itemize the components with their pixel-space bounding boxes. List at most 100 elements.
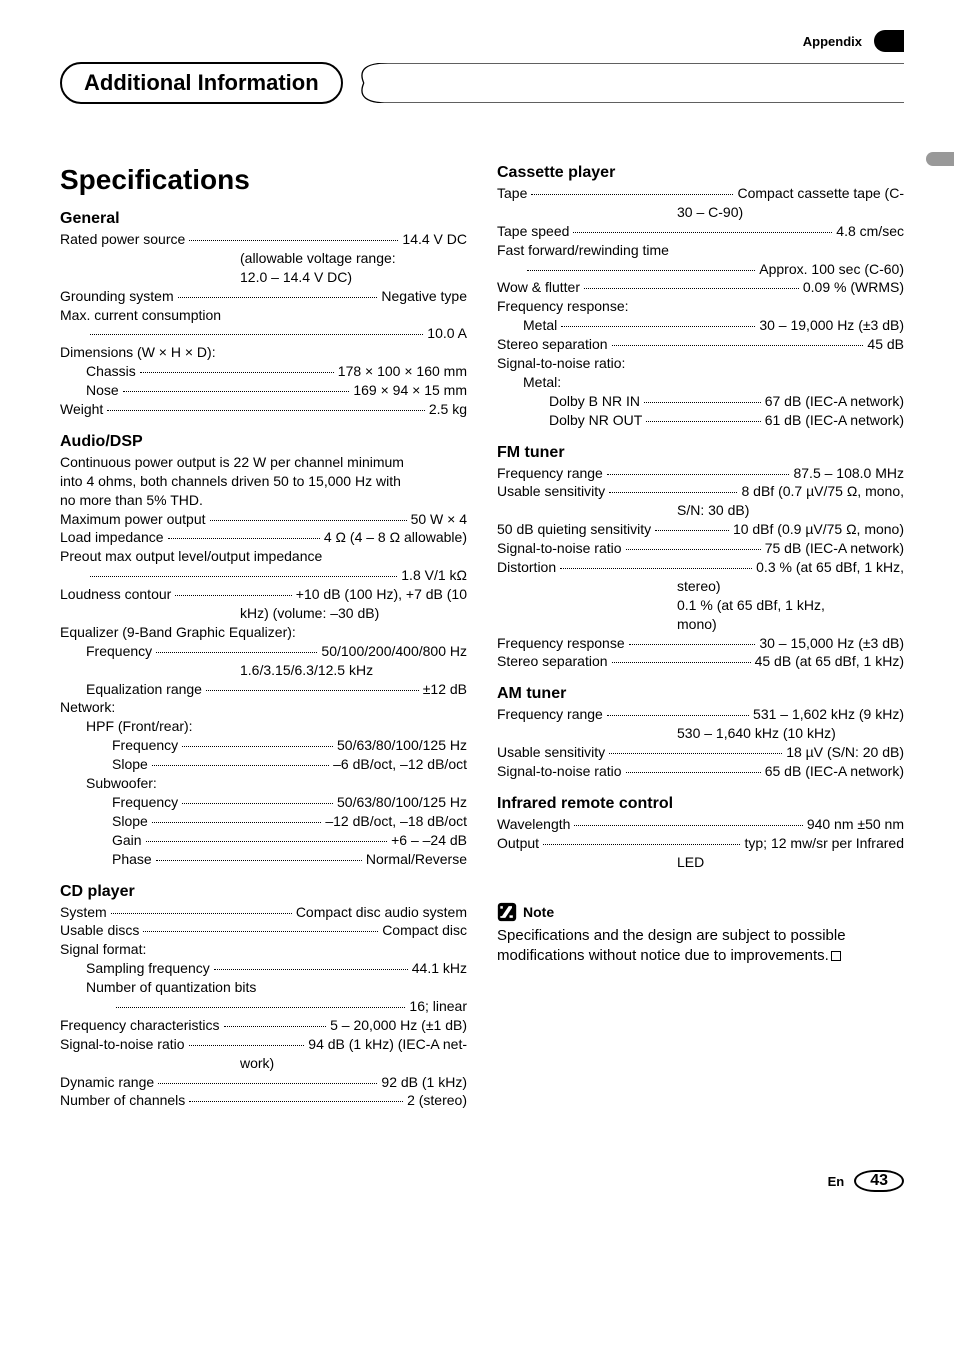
dot-leader: [107, 410, 425, 411]
dot-leader: [210, 520, 407, 521]
spec-label: Weight: [60, 400, 103, 419]
dot-leader: [626, 549, 761, 550]
spec-value: 10 dBf (0.9 µV/75 Ω, mono): [733, 520, 904, 539]
spec-plain: Signal-to-noise ratio:: [497, 354, 904, 373]
spec-label: Frequency: [112, 793, 178, 812]
spec-label: Wavelength: [497, 815, 570, 834]
dot-leader: [168, 538, 320, 539]
spec-continuation: work): [60, 1054, 467, 1073]
spec-value: Normal/Reverse: [366, 850, 467, 869]
spec-plain: Signal format:: [60, 940, 467, 959]
top-header: Appendix: [60, 30, 904, 52]
dot-leader: [527, 270, 755, 271]
dot-leader: [607, 715, 749, 716]
spec-row: 1.8 V/1 kΩ: [60, 566, 467, 585]
spec-continuation: stereo): [497, 577, 904, 596]
appendix-label: Appendix: [803, 34, 862, 49]
dot-leader: [584, 288, 799, 289]
spec-row: Signal-to-noise ratio75 dB (IEC-A networ…: [497, 539, 904, 558]
dot-leader: [531, 194, 733, 195]
spec-continuation: 1.6/3.15/6.3/12.5 kHz: [60, 661, 467, 680]
audio-intro-line: no more than 5% THD.: [60, 491, 467, 510]
spec-continuation: S/N: 30 dB): [497, 501, 904, 520]
ir-heading: Infrared remote control: [497, 795, 904, 813]
spec-value: 45 dB (at 65 dBf, 1 kHz): [755, 652, 904, 671]
spec-row: PhaseNormal/Reverse: [60, 850, 467, 869]
spec-row: Dynamic range 92 dB (1 kHz): [60, 1073, 467, 1092]
banner-title: Additional Information: [60, 62, 343, 104]
spec-row: Wavelength940 nm ±50 nm: [497, 815, 904, 834]
audio-section: Maximum power output50 W × 4Load impedan…: [60, 510, 467, 869]
spec-row: Loudness contour+10 dB (100 Hz), +7 dB (…: [60, 585, 467, 604]
spec-row: Frequency response30 – 15,000 Hz (±3 dB): [497, 634, 904, 653]
spec-value: Approx. 100 sec (C-60): [759, 260, 904, 279]
spec-value: 5 – 20,000 Hz (±1 dB): [330, 1016, 467, 1035]
note-label: Note: [523, 904, 554, 920]
spec-value: 30 – 19,000 Hz (±3 dB): [759, 316, 904, 335]
spec-value: Compact cassette tape (C-: [737, 184, 904, 203]
note-header: Note: [497, 902, 904, 922]
spec-label: Slope: [112, 755, 148, 774]
spec-label: Usable sensitivity: [497, 482, 605, 501]
left-column: Specifications General Rated power sourc…: [60, 164, 467, 1110]
dot-leader: [574, 825, 802, 826]
spec-label: Usable sensitivity: [497, 743, 605, 762]
cd-heading: CD player: [60, 883, 467, 901]
spec-row: Slope–6 dB/oct, –12 dB/oct: [60, 755, 467, 774]
dot-leader: [123, 391, 350, 392]
spec-value: 0.09 % (WRMS): [803, 278, 904, 297]
spec-label: Dynamic range: [60, 1073, 154, 1092]
spec-row: Usable sensitivity 18 µV (S/N: 20 dB): [497, 743, 904, 762]
dot-leader: [152, 765, 329, 766]
spec-row: Frequency50/63/80/100/125 Hz: [60, 736, 467, 755]
spec-label: System: [60, 903, 107, 922]
footer-lang: En: [828, 1174, 845, 1189]
dot-leader: [560, 568, 752, 569]
spec-label: Equalization range: [86, 680, 202, 699]
spec-value: 50 W × 4: [411, 510, 467, 529]
spec-row: 16; linear: [60, 997, 467, 1016]
dot-leader: [206, 690, 419, 691]
spec-label: Metal: [523, 316, 557, 335]
spec-row: Usable discsCompact disc: [60, 921, 467, 940]
spec-plain: Equalizer (9-Band Graphic Equalizer):: [60, 623, 467, 642]
spec-value: 0.3 % (at 65 dBf, 1 kHz,: [756, 558, 904, 577]
spec-label: Frequency: [112, 736, 178, 755]
footer: En 43: [60, 1170, 904, 1192]
spec-row: Sampling frequency44.1 kHz: [60, 959, 467, 978]
spec-row: Gain+6 – –24 dB: [60, 831, 467, 850]
audio-heading: Audio/DSP: [60, 433, 467, 451]
dot-leader: [90, 334, 423, 335]
note-text: Specifications and the design are subjec…: [497, 926, 904, 967]
spec-plain: Number of quantization bits: [60, 978, 467, 997]
cd-section: SystemCompact disc audio systemUsable di…: [60, 903, 467, 1111]
dot-leader: [655, 530, 729, 531]
spec-label: Signal-to-noise ratio: [497, 762, 622, 781]
spec-label: Sampling frequency: [86, 959, 210, 978]
spec-value: 87.5 – 108.0 MHz: [793, 464, 904, 483]
spec-value: 18 µV (S/N: 20 dB): [786, 743, 904, 762]
spec-row: Stereo separation45 dB (at 65 dBf, 1 kHz…: [497, 652, 904, 671]
dot-leader: [146, 841, 388, 842]
spec-value: 92 dB (1 kHz): [381, 1073, 467, 1092]
spec-value: +10 dB (100 Hz), +7 dB (10: [296, 585, 467, 604]
spec-continuation: (allowable voltage range:: [60, 249, 467, 268]
spec-row: Dolby B NR IN67 dB (IEC-A network): [497, 392, 904, 411]
banner-decor: [355, 63, 904, 103]
spec-label: Signal-to-noise ratio: [60, 1035, 185, 1054]
side-accent: [926, 152, 954, 166]
spec-value: 67 dB (IEC-A network): [765, 392, 904, 411]
spec-row: TapeCompact cassette tape (C-: [497, 184, 904, 203]
spec-row: Frequency characteristics5 – 20,000 Hz (…: [60, 1016, 467, 1035]
audio-intro: Continuous power output is 22 W per chan…: [60, 453, 467, 510]
spec-row: Slope–12 dB/oct, –18 dB/oct: [60, 812, 467, 831]
spec-row: Frequency range531 – 1,602 kHz (9 kHz): [497, 705, 904, 724]
dot-leader: [224, 1026, 327, 1027]
fm-heading: FM tuner: [497, 444, 904, 462]
dot-leader: [214, 969, 408, 970]
fm-section: Frequency range87.5 – 108.0 MHzUsable se…: [497, 464, 904, 672]
spec-value: 50/63/80/100/125 Hz: [337, 793, 467, 812]
spec-label: Distortion: [497, 558, 556, 577]
spec-label: Slope: [112, 812, 148, 831]
spec-value: 2 (stereo): [407, 1091, 467, 1110]
